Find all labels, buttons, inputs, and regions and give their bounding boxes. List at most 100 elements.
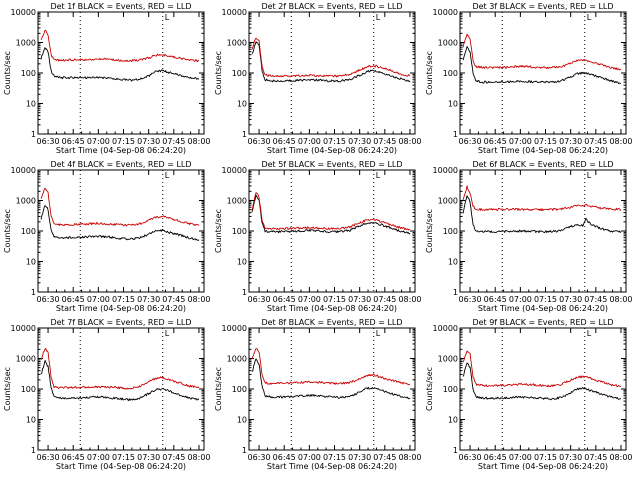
y-tick-label: 1 (31, 288, 36, 297)
x-tick-label: 07:00 (87, 137, 110, 146)
y-tick-label: 1000 (16, 39, 36, 48)
time-marker-label: L (165, 329, 170, 338)
x-tick-label: 08:00 (398, 295, 421, 304)
time-marker-label: L (165, 171, 170, 180)
chart-title: Det 7f BLACK = Events, RED = LLD (50, 318, 191, 327)
x-axis-label: Start Time (04-Sep-08 06:24:20) (478, 304, 608, 313)
x-tick-label: 07:15 (112, 453, 135, 462)
x-tick-label: 07:30 (559, 453, 582, 462)
x-tick-label: 07:15 (323, 453, 346, 462)
x-tick-label: 07:00 (509, 137, 532, 146)
y-tick-label: 100 (21, 227, 36, 236)
y-tick-label: 100 (21, 69, 36, 78)
x-tick-label: 07:45 (373, 295, 396, 304)
x-tick-label: 07:00 (298, 295, 321, 304)
y-tick-label: 1000 (438, 355, 458, 364)
y-axis-label: Counts/sec (214, 367, 223, 411)
y-tick-label: 10 (448, 100, 458, 109)
x-axis-label: Start Time (04-Sep-08 06:24:20) (56, 304, 186, 313)
events-series-line (251, 194, 411, 235)
y-tick-label: 10000 (222, 324, 247, 333)
y-axis-label: Counts/sec (425, 51, 434, 95)
x-tick-label: 06:30 (37, 453, 60, 462)
chart-title: Det 9f BLACK = Events, RED = LLD (472, 318, 613, 327)
x-tick-label: 07:00 (509, 295, 532, 304)
time-marker-label: L (376, 13, 381, 22)
x-tick-label: 06:45 (273, 295, 296, 304)
y-tick-label: 1000 (16, 197, 36, 206)
y-tick-label: 10000 (433, 8, 458, 17)
x-tick-label: 06:30 (248, 453, 271, 462)
x-tick-label: 06:45 (62, 295, 85, 304)
detector-chart-5: Det 5f BLACK = Events, RED = LLD 1 10 100 10… (214, 160, 422, 313)
x-tick-label: 08:00 (609, 137, 632, 146)
x-tick-label: 07:15 (323, 295, 346, 304)
y-tick-label: 100 (232, 385, 247, 394)
y-tick-label: 10 (237, 258, 247, 267)
y-tick-label: 100 (21, 385, 36, 394)
plot-frame (37, 11, 205, 135)
x-axis-label: Start Time (04-Sep-08 06:24:20) (267, 304, 397, 313)
y-tick-label: 10000 (222, 8, 247, 17)
plot-frame (459, 11, 627, 135)
y-tick-label: 100 (443, 227, 458, 236)
x-tick-label: 06:30 (459, 453, 482, 462)
time-marker-label: L (376, 171, 381, 180)
x-tick-label: 07:15 (534, 295, 557, 304)
y-tick-label: 1 (242, 130, 247, 139)
x-tick-label: 07:15 (323, 137, 346, 146)
x-tick-label: 06:30 (37, 137, 60, 146)
y-tick-label: 1000 (227, 39, 247, 48)
y-tick-label: 10000 (433, 166, 458, 175)
y-tick-label: 100 (232, 227, 247, 236)
plot-frame (248, 327, 416, 451)
lld-series-line (40, 187, 200, 227)
y-tick-label: 100 (232, 69, 247, 78)
y-tick-label: 1000 (438, 39, 458, 48)
chart-title: Det 4f BLACK = Events, RED = LLD (50, 160, 191, 169)
y-tick-label: 10 (448, 416, 458, 425)
x-tick-label: 07:30 (559, 137, 582, 146)
x-tick-label: 06:45 (273, 137, 296, 146)
detector-chart-8: Det 8f BLACK = Events, RED = LLD 1 10 100 10… (214, 318, 422, 471)
x-tick-label: 07:45 (584, 453, 607, 462)
plot-frame (459, 327, 627, 451)
x-tick-label: 06:30 (459, 137, 482, 146)
x-tick-label: 07:30 (348, 453, 371, 462)
x-tick-label: 06:30 (248, 137, 271, 146)
x-tick-label: 07:45 (162, 295, 185, 304)
y-tick-label: 1 (31, 446, 36, 455)
x-tick-label: 07:45 (373, 137, 396, 146)
x-tick-label: 06:45 (273, 453, 296, 462)
x-axis-label: Start Time (04-Sep-08 06:24:20) (56, 146, 186, 155)
x-tick-label: 07:45 (584, 295, 607, 304)
events-series-line (462, 195, 622, 234)
lld-series-line (462, 33, 622, 71)
y-axis-label: Counts/sec (214, 51, 223, 95)
y-tick-label: 100 (443, 385, 458, 394)
x-tick-label: 06:45 (62, 453, 85, 462)
y-tick-label: 10000 (11, 324, 36, 333)
x-tick-label: 07:15 (112, 295, 135, 304)
x-tick-label: 07:30 (137, 295, 160, 304)
x-tick-label: 06:30 (459, 295, 482, 304)
detector-chart-6: Det 6f BLACK = Events, RED = LLD 1 10 100 10… (425, 160, 633, 313)
time-marker-label: L (376, 329, 381, 338)
x-tick-label: 08:00 (187, 137, 210, 146)
y-tick-label: 10000 (222, 166, 247, 175)
events-series-line (462, 362, 622, 401)
detector-chart-2: Det 2f BLACK = Events, RED = LLD 1 10 100 10… (214, 2, 422, 155)
detector-chart-3: Det 3f BLACK = Events, RED = LLD 1 10 100 10… (425, 2, 633, 155)
x-tick-label: 08:00 (187, 295, 210, 304)
x-axis-label: Start Time (04-Sep-08 06:24:20) (478, 146, 608, 155)
y-tick-label: 10 (237, 416, 247, 425)
y-tick-label: 1 (242, 446, 247, 455)
chart-title: Det 6f BLACK = Events, RED = LLD (472, 160, 613, 169)
detector-chart-1: Det 1f BLACK = Events, RED = LLD 1 10 100 10… (3, 2, 211, 155)
events-series-line (40, 360, 200, 402)
time-marker-label: L (587, 171, 592, 180)
events-series-line (462, 45, 622, 85)
lld-series-line (40, 29, 200, 63)
events-series-line (40, 205, 200, 241)
x-tick-label: 07:00 (87, 295, 110, 304)
